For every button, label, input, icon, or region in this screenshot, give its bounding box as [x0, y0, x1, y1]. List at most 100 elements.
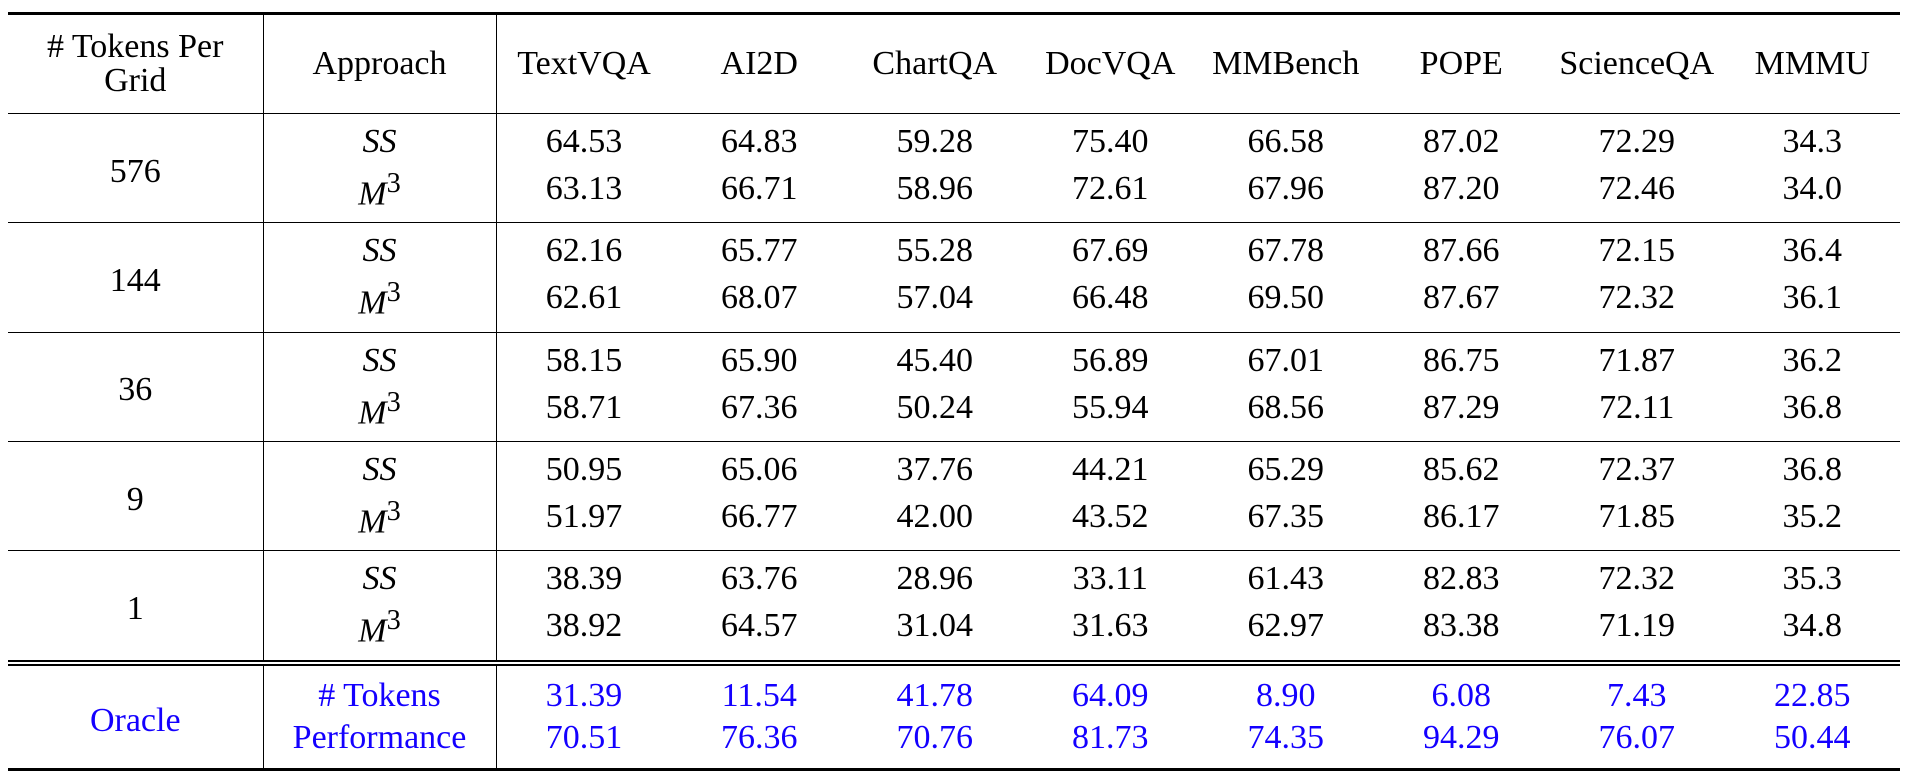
token-group-4: 1 SS 38.39 63.76 28.96 33.11 61.43 82.83 72.32 35… — [8, 550, 1900, 664]
value-cell: 72.61 — [1022, 163, 1198, 224]
column-header-4: ChartQA — [847, 12, 1023, 114]
value-cell: 33.11 — [1072, 560, 1148, 598]
tokens-per-grid-cell: 9 — [8, 441, 264, 552]
oracle-value-cell: 41.78 — [847, 659, 1023, 717]
value-cell: 87.02 — [1423, 123, 1500, 160]
value-cell: 65.06 — [721, 450, 798, 488]
oracle-value-cell: 70.76 — [847, 716, 1023, 771]
value-cell: 67.36 — [671, 381, 847, 442]
value-cell: 36.8 — [1782, 450, 1843, 488]
approach-superscript: 3 — [386, 168, 401, 199]
oracle-value-cell: 31.39 — [496, 659, 672, 717]
value-cell: 51.97 — [496, 490, 672, 552]
value-cell: 55.28 — [896, 232, 974, 270]
value-cell: 83.38 — [1373, 600, 1549, 664]
approach-cell: M3 — [263, 272, 497, 333]
table-row: M3 62.61 68.07 57.04 66.48 69.50 87.67 72.32 36.… — [8, 272, 1900, 333]
approach-label: SS — [362, 560, 397, 598]
value-cell: 67.69 — [1072, 232, 1149, 270]
value-cell: 65.77 — [721, 232, 798, 270]
oracle-value-cell: 76.07 — [1549, 716, 1725, 771]
approach-cell: M3 — [263, 490, 497, 552]
value-cell: 67.35 — [1198, 490, 1374, 552]
value-cell: 28.96 — [896, 560, 974, 598]
oracle-value-cell: 74.35 — [1198, 716, 1374, 771]
tokens-per-grid-cell: 144 — [8, 222, 264, 333]
oracle-value-cell: 8.90 — [1198, 659, 1374, 717]
value-cell: 67.78 — [1247, 232, 1325, 270]
column-header-7: POPE — [1373, 12, 1549, 114]
oracle-value-cell: 50.44 — [1724, 716, 1900, 771]
value-cell: 34.0 — [1724, 163, 1900, 224]
table-row: M3 51.97 66.77 42.00 43.52 67.35 86.17 71.85 35.… — [8, 490, 1900, 552]
results-table-container: # Tokens Per Grid Approach TextVQA AI2D Char… — [8, 12, 1900, 771]
approach-label: M — [358, 175, 387, 213]
tokens-per-grid-cell: 36 — [8, 332, 264, 442]
table-row: 576 SS 64.53 64.83 59.28 75.40 66.58 87.02 72.29… — [8, 113, 1900, 224]
value-cell: 67.96 — [1198, 163, 1374, 224]
token-group-3: 9 SS 50.95 65.06 37.76 44.21 65.29 85.62 72.37 36… — [8, 441, 1900, 552]
oracle-metric-label: Performance — [263, 716, 497, 771]
value-cell: 36.4 — [1782, 232, 1843, 270]
value-cell: 44.21 — [1072, 450, 1149, 488]
approach-label: M — [358, 393, 387, 431]
value-cell: 71.19 — [1549, 600, 1725, 664]
column-header-1: Approach — [263, 12, 497, 114]
value-cell: 36.8 — [1724, 381, 1900, 442]
value-cell: 62.16 — [545, 232, 623, 270]
oracle-value-cell: 11.54 — [671, 659, 847, 717]
approach-cell: SS — [263, 113, 497, 163]
value-cell: 67.01 — [1247, 341, 1325, 379]
column-header-9: MMMU — [1724, 12, 1900, 114]
value-cell: 85.62 — [1423, 450, 1500, 488]
column-header-2: TextVQA — [496, 12, 672, 114]
value-cell: 72.15 — [1598, 232, 1676, 270]
value-cell: 86.17 — [1373, 490, 1549, 552]
table-row: M3 58.71 67.36 50.24 55.94 68.56 87.29 72.11 36.… — [8, 381, 1900, 442]
value-cell: 87.29 — [1373, 381, 1549, 442]
approach-cell: M3 — [263, 381, 497, 442]
approach-cell: SS — [263, 441, 497, 491]
oracle-row: Oracle # Tokens 31.39 11.54 41.78 64.09 8.90 6.… — [8, 659, 1900, 771]
approach-cell: SS — [263, 332, 497, 382]
oracle-metric-label: # Tokens — [263, 659, 497, 717]
token-group-2: 36 SS 58.15 65.90 45.40 56.89 67.01 86.75 71.87 3… — [8, 332, 1900, 442]
table-header: # Tokens Per Grid Approach TextVQA AI2D Char… — [8, 12, 1900, 114]
oracle-value-cell: 22.85 — [1724, 659, 1900, 717]
value-cell: 87.67 — [1373, 272, 1549, 333]
table-row: M3 63.13 66.71 58.96 72.61 67.96 87.20 72.46 34.… — [8, 163, 1900, 224]
value-cell: 35.3 — [1782, 560, 1843, 598]
oracle-value-cell: 6.08 — [1373, 659, 1549, 717]
value-cell: 31.04 — [847, 600, 1023, 664]
value-cell: 58.96 — [847, 163, 1023, 224]
value-cell: 63.13 — [496, 163, 672, 224]
value-cell: 38.39 — [545, 560, 623, 598]
approach-label: SS — [362, 232, 397, 270]
value-cell: 87.20 — [1373, 163, 1549, 224]
value-cell: 36.1 — [1724, 272, 1900, 333]
oracle-value-cell: 70.51 — [496, 716, 672, 771]
value-cell: 62.61 — [496, 272, 672, 333]
approach-superscript: 3 — [386, 495, 401, 527]
value-cell: 72.29 — [1598, 123, 1676, 160]
value-cell: 63.76 — [721, 560, 798, 598]
approach-label: SS — [362, 341, 397, 379]
value-cell: 58.71 — [496, 381, 672, 442]
value-cell: 87.66 — [1423, 232, 1500, 270]
column-header-6: MMBench — [1198, 12, 1374, 114]
value-cell: 72.32 — [1549, 272, 1725, 333]
value-cell: 34.3 — [1782, 123, 1843, 160]
approach-label: M — [358, 503, 387, 541]
value-cell: 66.71 — [671, 163, 847, 224]
value-cell: 72.11 — [1549, 381, 1725, 442]
approach-label: SS — [362, 123, 397, 160]
value-cell: 61.43 — [1247, 560, 1325, 598]
approach-superscript: 3 — [386, 605, 401, 637]
approach-cell: SS — [263, 222, 497, 273]
oracle-label: Oracle — [8, 659, 264, 771]
value-cell: 64.83 — [721, 123, 798, 160]
oracle-group: Oracle # Tokens 31.39 11.54 41.78 64.09 8.90 6.… — [8, 659, 1900, 771]
oracle-value-cell: 94.29 — [1373, 716, 1549, 771]
value-cell: 58.15 — [545, 341, 623, 379]
approach-cell: M3 — [263, 600, 497, 664]
